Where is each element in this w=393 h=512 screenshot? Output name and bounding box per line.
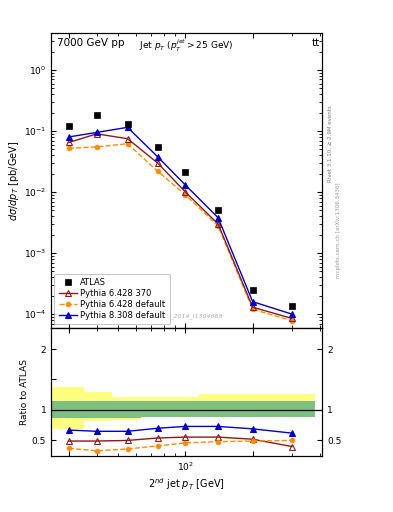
Text: ATLAS_2014_I1304688: ATLAS_2014_I1304688 (151, 313, 222, 319)
Pythia 6.428 default (183, 192, 188, 198)
Pythia 8.308 default (94, 130, 99, 136)
Line: Pythia 6.428 370: Pythia 6.428 370 (66, 131, 295, 321)
Pythia 6.428 370 (250, 304, 255, 310)
ATLAS (290, 303, 294, 309)
Pythia 6.428 370 (125, 136, 130, 142)
Pythia 8.308 default (125, 124, 130, 131)
Line: Pythia 6.428 default: Pythia 6.428 default (66, 141, 294, 323)
ATLAS (250, 287, 255, 293)
Y-axis label: Ratio to ATLAS: Ratio to ATLAS (20, 359, 29, 424)
Pythia 6.428 370 (290, 315, 294, 322)
Pythia 6.428 default (290, 317, 294, 324)
Text: 7000 GeV pp: 7000 GeV pp (57, 38, 124, 48)
ATLAS (216, 207, 220, 214)
Pythia 6.428 default (125, 141, 130, 147)
Pythia 6.428 370 (216, 221, 220, 227)
Pythia 6.428 370 (155, 160, 160, 166)
Text: Jet $p_T$ ($p_T^{jet}>25$ GeV): Jet $p_T$ ($p_T^{jet}>25$ GeV) (140, 38, 234, 54)
Pythia 8.308 default (66, 134, 71, 140)
Pythia 8.308 default (290, 311, 294, 317)
Line: Pythia 8.308 default: Pythia 8.308 default (66, 124, 295, 317)
Pythia 6.428 default (66, 145, 71, 152)
Pythia 6.428 default (216, 223, 220, 229)
Text: Rivet 3.1.10, ≥ 2.9M events: Rivet 3.1.10, ≥ 2.9M events (328, 105, 333, 182)
Line: ATLAS: ATLAS (66, 112, 295, 309)
Pythia 8.308 default (216, 215, 220, 221)
Pythia 6.428 default (250, 306, 255, 312)
Pythia 8.308 default (183, 182, 188, 188)
ATLAS (66, 123, 71, 130)
ATLAS (155, 144, 160, 150)
Pythia 8.308 default (250, 298, 255, 305)
ATLAS (125, 121, 130, 127)
Pythia 6.428 default (94, 144, 99, 150)
ATLAS (94, 113, 99, 119)
Legend: ATLAS, Pythia 6.428 370, Pythia 6.428 default, Pythia 8.308 default: ATLAS, Pythia 6.428 370, Pythia 6.428 de… (54, 274, 170, 324)
Pythia 6.428 default (155, 168, 160, 174)
Pythia 6.428 370 (94, 131, 99, 137)
Y-axis label: $d\sigma/dp_T$ [pb/GeV]: $d\sigma/dp_T$ [pb/GeV] (7, 140, 21, 221)
Pythia 6.428 370 (183, 189, 188, 195)
Text: tt: tt (311, 38, 320, 48)
Pythia 8.308 default (155, 154, 160, 160)
Pythia 6.428 370 (66, 139, 71, 145)
ATLAS (183, 169, 188, 176)
Text: mcplots.cern.ch [arXiv:1306.3436]: mcplots.cern.ch [arXiv:1306.3436] (336, 183, 341, 278)
X-axis label: 2$^{nd}$ jet $p_T$ [GeV]: 2$^{nd}$ jet $p_T$ [GeV] (148, 476, 225, 492)
